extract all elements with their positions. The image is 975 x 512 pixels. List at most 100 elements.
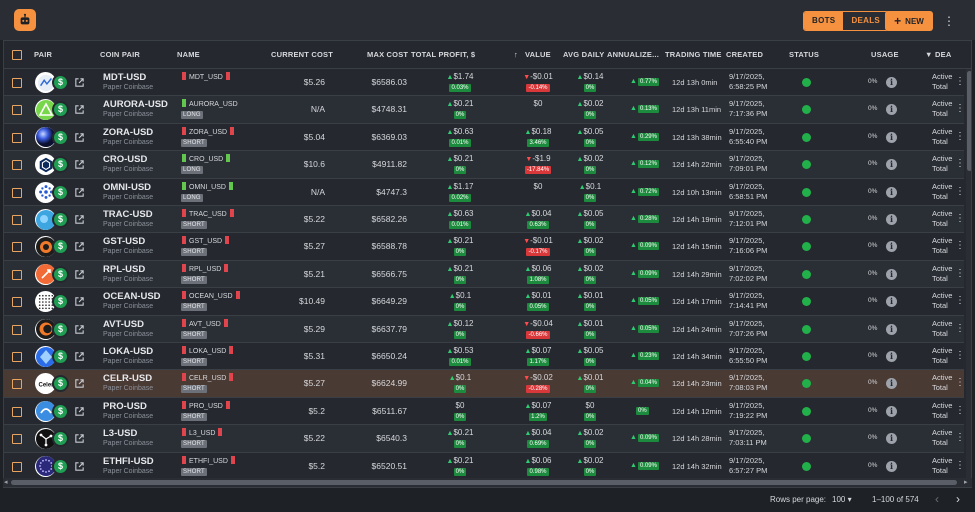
info-icon[interactable]: i (886, 351, 897, 362)
table-row[interactable]: $ RPL-USD Paper Coinbase RPL_USD SHORT $5.21 $… (4, 260, 965, 289)
coin-pair[interactable]: L3-USD (103, 428, 138, 440)
row-checkbox[interactable] (12, 105, 22, 116)
table-row[interactable]: $ CRO-USD Paper Coinbase CRO_USD LONG $10.6 $4… (4, 151, 965, 179)
external-link-icon[interactable] (74, 433, 85, 444)
row-checkbox[interactable] (12, 242, 22, 253)
external-link-icon[interactable] (74, 324, 85, 335)
table-row[interactable]: $ PRO-USD Paper Coinbase PRO_USD SHORT $5.2 $6… (4, 398, 965, 426)
select-all-checkbox[interactable] (12, 50, 22, 60)
row-menu-icon[interactable]: ⋮ (955, 213, 965, 224)
row-checkbox[interactable] (12, 78, 22, 88)
external-link-icon[interactable] (74, 159, 85, 170)
row-menu-icon[interactable]: ⋮ (955, 185, 965, 197)
external-link-icon[interactable] (74, 406, 85, 417)
table-row[interactable]: $ ZORA-USD Paper Coinbase ZORA_USD SHORT $5.0… (4, 124, 965, 152)
row-menu-icon[interactable]: ⋮ (955, 267, 965, 279)
info-icon[interactable]: i (886, 131, 897, 143)
coin-pair[interactable]: TRAC-USD (103, 209, 153, 220)
col-total-profit[interactable]: TOTAL PROFIT, $ (411, 50, 476, 59)
col-status[interactable]: STATUS (789, 50, 820, 59)
external-link-icon[interactable] (74, 461, 85, 472)
table-row[interactable]: $ MDT-USD Paper Coinbase MDT_USD $5.26 $6586.… (4, 69, 965, 97)
coin-pair[interactable]: LOKA-USD (103, 346, 154, 357)
info-icon[interactable]: i (886, 433, 897, 445)
table-row[interactable]: $ AURORA-USD Paper Coinbase AURORA_USD LONG N… (4, 96, 965, 124)
row-menu-icon[interactable]: ⋮ (955, 350, 965, 361)
external-link-icon[interactable] (74, 269, 85, 280)
hscroll-thumb[interactable] (11, 480, 957, 485)
coin-pair[interactable]: ZORA-USD (103, 126, 154, 138)
external-link-icon[interactable] (74, 296, 85, 307)
row-checkbox[interactable] (12, 434, 22, 445)
info-icon[interactable]: i (886, 214, 897, 225)
table-row[interactable]: $ LOKA-USD Paper Coinbase LOKA_USD SHORT $5.3… (4, 343, 965, 371)
col-max-cost[interactable]: MAX COST (367, 50, 409, 59)
coin-pair[interactable]: AURORA-USD (103, 99, 168, 111)
chevron-left-icon[interactable]: ‹ (935, 492, 939, 506)
row-menu-icon[interactable]: ⋮ (955, 295, 965, 307)
info-icon[interactable]: i (886, 268, 897, 280)
row-checkbox[interactable] (12, 215, 22, 225)
row-menu-icon[interactable]: ⋮ (955, 459, 965, 471)
table-row[interactable]: $ OCEAN-USD Paper Coinbase OCEAN_USD SHORT $1… (4, 288, 965, 316)
table-row[interactable]: $ L3-USD Paper Coinbase L3_USD SHORT $5.22 $65… (4, 425, 965, 453)
info-icon[interactable]: i (886, 323, 897, 335)
info-icon[interactable]: i (886, 405, 897, 417)
scroll-right-icon[interactable]: ▸ (964, 479, 968, 486)
col-deal[interactable]: DEA (935, 50, 952, 59)
new-bot-button[interactable]: + NEW (885, 11, 933, 31)
external-link-icon[interactable] (74, 214, 85, 225)
tab-deals[interactable]: DEALS (851, 16, 881, 25)
info-icon[interactable]: i (886, 77, 897, 88)
col-current-cost[interactable]: CURRENT COST (271, 50, 333, 59)
external-link-icon[interactable] (74, 132, 85, 143)
row-checkbox[interactable] (12, 406, 22, 417)
external-link-icon[interactable] (74, 351, 85, 362)
col-created[interactable]: CREATED (726, 50, 764, 59)
row-menu-icon[interactable]: ⋮ (955, 404, 965, 416)
coin-pair[interactable]: GST-USD (103, 236, 146, 248)
row-checkbox[interactable] (12, 269, 22, 280)
row-checkbox[interactable] (12, 132, 22, 143)
coin-pair[interactable]: PRO-USD (103, 400, 147, 412)
chevron-right-icon[interactable]: › (956, 492, 960, 506)
coin-pair[interactable]: OCEAN-USD (103, 291, 161, 303)
col-trading-time[interactable]: TRADING TIME (665, 50, 722, 59)
table-row[interactable]: $ ETHFI-USD Paper Coinbase ETHFI_USD SHORT $5… (4, 453, 965, 480)
info-icon[interactable]: i (886, 296, 897, 308)
external-link-icon[interactable] (74, 187, 85, 198)
col-annualized[interactable]: ANNUALIZE... (607, 50, 659, 59)
tab-bots[interactable]: BOTS (804, 12, 844, 30)
external-link-icon[interactable] (74, 77, 85, 88)
coin-pair[interactable]: RPL-USD (103, 263, 146, 275)
col-avg-daily[interactable]: AVG DAILY (563, 50, 605, 59)
row-checkbox[interactable] (12, 160, 22, 171)
row-checkbox[interactable] (12, 352, 22, 362)
row-menu-icon[interactable]: ⋮ (955, 103, 965, 115)
table-row[interactable]: $ AVT-USD Paper Coinbase AVT_USD SHORT $5.29 $… (4, 315, 965, 343)
info-icon[interactable]: i (886, 241, 897, 253)
coin-pair[interactable]: ETHFI-USD (103, 455, 154, 467)
arrow-up-icon[interactable]: ↑ (514, 50, 518, 59)
info-icon[interactable]: i (886, 159, 897, 171)
coin-pair[interactable]: CELR-USD (103, 373, 153, 385)
filter-icon[interactable]: ▼ (925, 50, 933, 59)
info-icon[interactable]: i (886, 186, 897, 198)
row-menu-icon[interactable]: ⋮ (955, 377, 965, 389)
col-coin-pair[interactable]: COIN PAIR (100, 50, 140, 59)
table-row[interactable]: Celer $ CELR-USD Paper Coinbase CELR_USD SHOR… (4, 370, 965, 398)
row-checkbox[interactable] (12, 297, 22, 308)
col-usage[interactable]: USAGE (871, 50, 899, 59)
external-link-icon[interactable] (74, 378, 85, 389)
external-link-icon[interactable] (74, 241, 85, 252)
scroll-thumb[interactable] (967, 71, 971, 171)
coin-pair[interactable]: AVT-USD (103, 318, 144, 330)
row-menu-icon[interactable]: ⋮ (955, 158, 965, 170)
scroll-left-icon[interactable]: ◂ (4, 479, 8, 486)
coin-pair[interactable]: MDT-USD (103, 72, 147, 83)
vertical-scrollbar[interactable] (966, 69, 971, 487)
row-checkbox[interactable] (12, 379, 22, 390)
rows-per-page-select[interactable]: 100 ▾ (832, 495, 852, 504)
row-menu-icon[interactable]: ⋮ (955, 322, 965, 334)
table-row[interactable]: $ GST-USD Paper Coinbase GST_USD SHORT $5.27 $… (4, 233, 965, 261)
